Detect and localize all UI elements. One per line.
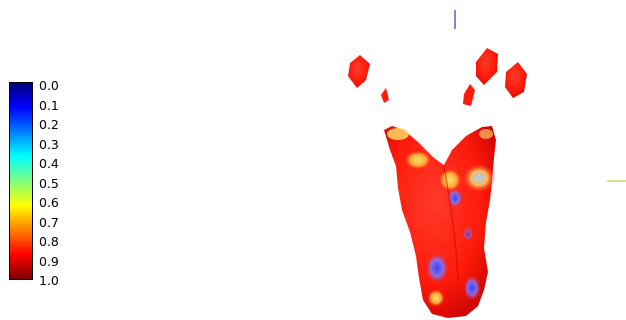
patch-blue-2: [425, 252, 449, 284]
patch-blue-4: [462, 226, 474, 242]
colorbar-tick: 0.8: [39, 234, 59, 249]
horn-highlight-right: [479, 129, 493, 139]
fragment-2: [381, 88, 389, 103]
colorbar-tick: 0.9: [39, 253, 59, 269]
colorbar-tick-labels: 0.0 0.1 0.2 0.3 0.4 0.5 0.6 0.7 0.8 0.9 …: [39, 79, 79, 289]
fragment-5: [505, 62, 527, 98]
colorbar-tick: 1.0: [39, 273, 59, 288]
patch-cyan-1: [462, 163, 496, 193]
patch-blue-3: [463, 275, 481, 301]
colorbar-tick: 0.7: [39, 214, 59, 230]
colorbar-tick: 0.0: [39, 78, 59, 93]
patch-blue-1: [447, 188, 463, 208]
colorbar-gradient: [9, 82, 33, 280]
horn-highlight-left: [387, 128, 409, 140]
patch-yellow-1: [404, 150, 432, 170]
colorbar-tick: 0.6: [39, 195, 59, 210]
fragment-4: [463, 84, 475, 106]
fragment-1: [348, 55, 370, 88]
colorbar-tick: 0.3: [39, 136, 59, 152]
patch-yellow-2: [438, 168, 462, 192]
patch-yellow-3: [427, 289, 445, 307]
colorbar-tick: 0.2: [39, 117, 59, 132]
colorbar-tick: 0.5: [39, 175, 59, 191]
colorbar-tick: 0.1: [39, 97, 59, 113]
center-crease: [443, 165, 459, 281]
fragment-3: [476, 48, 498, 85]
colorbar-tick: 0.4: [39, 156, 59, 171]
